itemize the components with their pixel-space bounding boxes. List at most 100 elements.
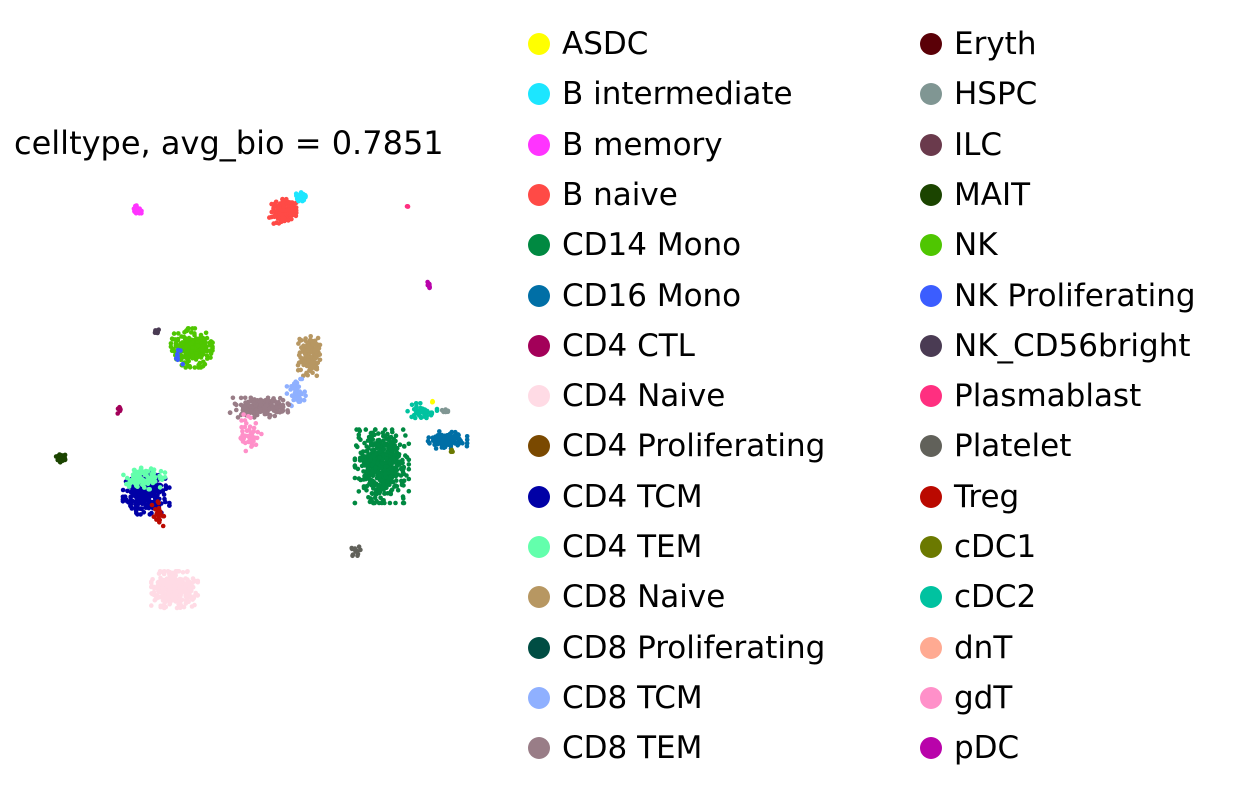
scatter-point [428,410,434,415]
scatter-point [456,432,461,438]
legend-swatch [528,737,550,760]
scatter-point [280,196,285,202]
legend-swatch [920,33,942,55]
scatter-point [395,487,401,493]
scatter-point [190,576,196,581]
scatter-point [424,413,430,419]
scatter-point [303,338,308,344]
scatter-point [297,350,303,355]
scatter-point [285,401,291,406]
scatter-point [182,581,188,587]
scatter-point [376,431,381,436]
scatter-point [210,340,215,345]
scatter-point [146,492,152,497]
scatter-point [394,448,399,454]
legend-label: CD8 TEM [562,730,703,767]
scatter-point [203,330,209,336]
scatter-point [274,220,279,225]
scatter-point [189,348,194,354]
scatter-point [240,428,245,434]
scatter-point [182,588,188,593]
scatter-point [303,393,308,399]
scatter-point [288,200,293,205]
scatter-point [248,437,254,442]
scatter-point [356,432,362,438]
legend-item: CD8 TEM [528,728,702,768]
scatter-point [388,445,393,451]
scatter-point [434,406,440,412]
scatter-point [244,407,250,413]
scatter-point [381,433,386,439]
legend-item: CD4 Naive [528,376,725,416]
scatter-point [257,399,263,405]
legend-label: Platelet [954,428,1072,465]
scatter-point [151,471,157,476]
scatter-point [352,475,358,481]
scatter-point [180,361,185,367]
scatter-point [392,444,398,450]
legend-item: pDC [920,728,1019,768]
scatter-point [149,603,154,608]
scatter-point [296,360,302,365]
scatter-point [194,336,199,341]
scatter-point [201,359,206,365]
scatter-point [177,579,182,584]
scatter-point [449,429,455,435]
scatter-point [403,433,408,438]
scatter-point [207,348,213,354]
legend-label: ASDC [562,26,649,62]
scatter-point [362,440,367,446]
scatter-points [53,190,470,611]
scatter-point [277,395,283,401]
scatter-point [406,488,412,494]
legend-swatch [528,485,550,508]
legend-label: CD8 Proliferating [562,629,826,666]
scatter-point [312,356,318,361]
scatter-point [374,470,380,475]
scatter-point [367,499,373,505]
scatter-point [421,410,427,416]
scatter-point [135,502,141,507]
scatter-point [293,191,299,196]
scatter-point [128,494,133,500]
scatter-point [234,402,239,408]
scatter-point [263,403,269,408]
scatter-point [129,506,135,511]
scatter-point [371,453,377,459]
scatter-point [152,494,157,500]
legend-item: dnT [920,628,1012,668]
scatter-point [390,429,395,435]
legend-label: MAIT [954,176,1031,213]
scatter-point [306,345,312,351]
scatter-point [306,358,311,363]
scatter-point [440,439,446,444]
scatter-point [298,338,303,343]
legend-item: CD4 TEM [528,527,702,567]
scatter-point [400,494,406,499]
legend-item: CD8 TCM [528,678,703,718]
legend-swatch [528,334,550,357]
scatter-point [299,376,305,382]
legend-swatch [528,686,550,709]
scatter-point [161,492,167,497]
scatter-point [445,437,450,442]
legend-item: CD14 Mono [528,225,741,265]
scatter-point [152,329,158,335]
scatter-point [464,440,470,446]
scatter-point [464,437,470,443]
legend-item: HSPC [920,74,1037,114]
legend-swatch [920,133,942,156]
legend-swatch [920,284,942,307]
scatter-point [377,449,382,455]
scatter-point [378,478,384,483]
scatter-point [208,355,213,360]
legend-label: CD4 CTL [562,327,695,364]
scatter-point [291,381,297,386]
legend-swatch [920,485,942,508]
scatter-point [392,484,397,489]
scatter-point [171,331,177,336]
scatter-point [174,605,180,611]
legend-label: pDC [954,730,1020,767]
legend-item: CD8 Proliferating [528,628,825,668]
scatter-point [278,404,284,410]
